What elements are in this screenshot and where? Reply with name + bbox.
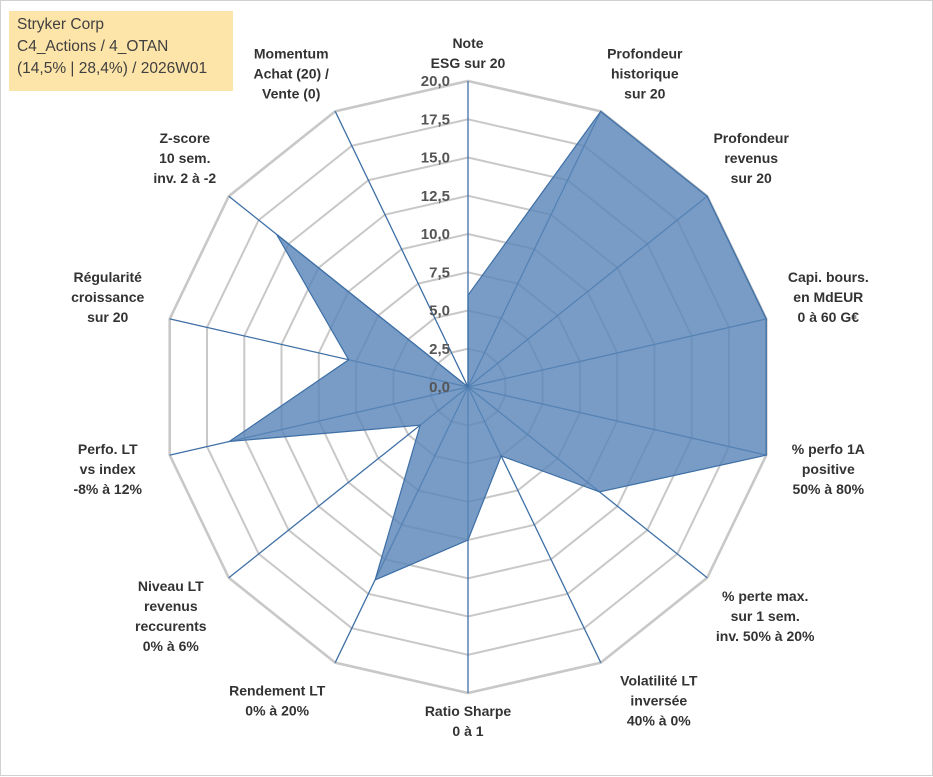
axis-label-line: sur 20 [87, 309, 128, 325]
axis-label-line: revenus [724, 150, 778, 166]
portfolio-category: C4_Actions / 4_OTAN [17, 38, 169, 55]
axis-label-line: Capi. bours. [788, 269, 869, 285]
axis-label-line: Volatilité LT [620, 673, 698, 689]
axis-label: Perfo. LT vs index -8% à 12% [73, 441, 142, 497]
tick-label: 0,0 [429, 379, 450, 396]
axis-label-line: % perfo 1A [792, 441, 865, 457]
axis-label-line: 40% à 0% [627, 713, 691, 729]
axis-label-line: 0 à 1 [452, 723, 483, 739]
axis-label-line: ESG sur 20 [431, 55, 506, 71]
axis-label-line: Profondeur [607, 45, 683, 61]
axis-label: % perfo 1A positive 50% à 80% [792, 441, 865, 497]
axis-label-line: Ratio Sharpe [425, 703, 512, 719]
axis-label-layer: Note ESG sur 20 Profondeur historique sur 20… [71, 35, 869, 739]
axis-label-line: Rendement LT [229, 683, 326, 699]
axis-label-line: en MdEUR [793, 289, 863, 305]
axis-label-line: revenus [144, 598, 198, 614]
axis-label-line: reccurents [135, 618, 207, 634]
axis-label-line: Z-score [160, 130, 211, 146]
axis-label-line: positive [802, 461, 855, 477]
axis-label-line: Perfo. LT [78, 441, 138, 457]
axis-label-line: -8% à 12% [73, 481, 142, 497]
tick-label: 15,0 [421, 150, 450, 167]
axis-label: Volatilité LT inversée 40% à 0% [620, 673, 698, 729]
axis-label-line: 0% à 6% [143, 638, 200, 654]
axis-label: Rendement LT 0% à 20% [229, 683, 326, 719]
tick-label: 20,0 [421, 73, 450, 90]
tick-label: 7,5 [429, 264, 450, 281]
company-name: Stryker Corp [17, 16, 104, 33]
series-layer [227, 110, 767, 582]
axis-label: Ratio Sharpe 0 à 1 [425, 703, 512, 739]
axis-label-line: Niveau LT [138, 578, 204, 594]
axis-label-line: Vente (0) [262, 85, 320, 101]
axis-label-line: 10 sem. [159, 150, 210, 166]
axis-label: Profondeur revenus sur 20 [713, 130, 789, 186]
info-box: Stryker Corp C4_Actions / 4_OTAN (14,5% … [9, 11, 233, 91]
axis-label-line: 0 à 60 G€ [798, 309, 860, 325]
tick-layer: 0,0 2,5 5,0 7,5 10,0 12,5 15,0 17,5 20,0 [421, 73, 450, 396]
axis-label: Niveau LT revenus reccurents 0% à 6% [135, 578, 207, 654]
axis-label-line: Momentum [254, 45, 329, 61]
axis-label: Z-score 10 sem. inv. 2 à -2 [153, 130, 216, 186]
axis-label: % perte max. sur 1 sem. inv. 50% à 20% [716, 588, 815, 644]
performance-period: (14,5% | 28,4%) / 2026W01 [17, 60, 208, 77]
axis-label-line: 50% à 80% [792, 481, 864, 497]
tick-label: 10,0 [421, 226, 450, 243]
axis-label-line: sur 1 sem. [731, 608, 800, 624]
axis-label-line: Profondeur [713, 130, 789, 146]
axis-label: Note ESG sur 20 [431, 35, 506, 71]
axis-label-line: historique [611, 65, 679, 81]
axis-label-line: Régularité [73, 269, 142, 285]
axis-label: Profondeur historique sur 20 [607, 45, 683, 101]
axis-spoke [334, 111, 469, 388]
axis-label: Régularité croissance sur 20 [71, 269, 144, 325]
tick-label: 5,0 [429, 303, 450, 320]
tick-label: 17,5 [421, 111, 450, 128]
axis-label: Momentum Achat (20) / Vente (0) [253, 45, 329, 101]
axis-label-line: inv. 50% à 20% [716, 628, 815, 644]
axis-label-line: 0% à 20% [245, 703, 309, 719]
tick-label: 12,5 [421, 188, 450, 205]
axis-label-line: sur 20 [731, 170, 772, 186]
axis-label-line: croissance [71, 289, 144, 305]
axis-label: Capi. bours. en MdEUR 0 à 60 G€ [788, 269, 869, 325]
axis-label-line: inv. 2 à -2 [153, 170, 216, 186]
axis-label-line: Note [452, 35, 483, 51]
axis-label-line: % perte max. [722, 588, 808, 604]
tick-label: 2,5 [429, 341, 450, 358]
axis-label-line: vs index [80, 461, 136, 477]
axis-label-line: sur 20 [624, 85, 665, 101]
axis-label-line: inversée [630, 693, 687, 709]
series-area [227, 110, 767, 582]
axis-label-line: Achat (20) / [253, 65, 329, 81]
